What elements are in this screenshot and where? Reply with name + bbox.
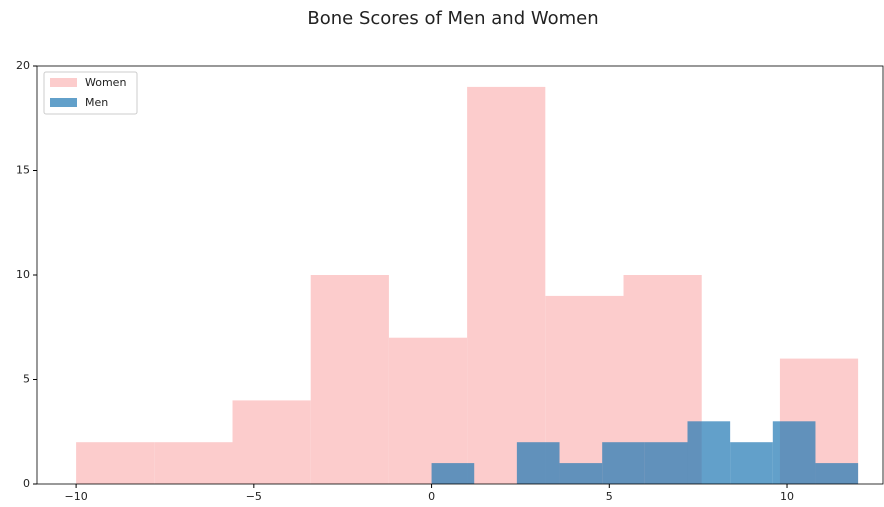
hist-bar <box>76 442 155 484</box>
hist-bar <box>154 442 233 484</box>
hist-bar <box>730 442 773 484</box>
hist-bar <box>310 275 389 484</box>
legend-swatch <box>50 98 77 107</box>
x-tick-label: 5 <box>606 490 613 503</box>
y-tick-label: 10 <box>16 268 30 281</box>
legend-label: Men <box>85 96 108 109</box>
hist-bar <box>815 463 859 484</box>
y-tick-label: 5 <box>23 373 30 386</box>
y-tick-label: 20 <box>16 59 30 72</box>
hist-bar <box>516 442 560 484</box>
x-tick-label: −10 <box>64 490 87 503</box>
x-tick-label: 0 <box>428 490 435 503</box>
hist-bar <box>602 442 645 484</box>
hist-bar <box>232 400 311 484</box>
hist-bar <box>388 337 468 484</box>
hist-bar <box>644 442 688 484</box>
hist-bar <box>687 421 731 484</box>
legend-swatch <box>50 78 77 87</box>
hist-bar <box>467 86 546 485</box>
legend-label: Women <box>85 76 126 89</box>
chart-title: Bone Scores of Men and Women <box>307 8 598 29</box>
hist-bar <box>772 421 816 484</box>
x-tick-label: −5 <box>246 490 262 503</box>
hist-bar <box>559 463 603 484</box>
y-tick-label: 15 <box>16 164 30 177</box>
y-tick-label: 0 <box>23 477 30 490</box>
x-tick-label: 10 <box>780 490 794 503</box>
hist-bar <box>431 463 475 484</box>
